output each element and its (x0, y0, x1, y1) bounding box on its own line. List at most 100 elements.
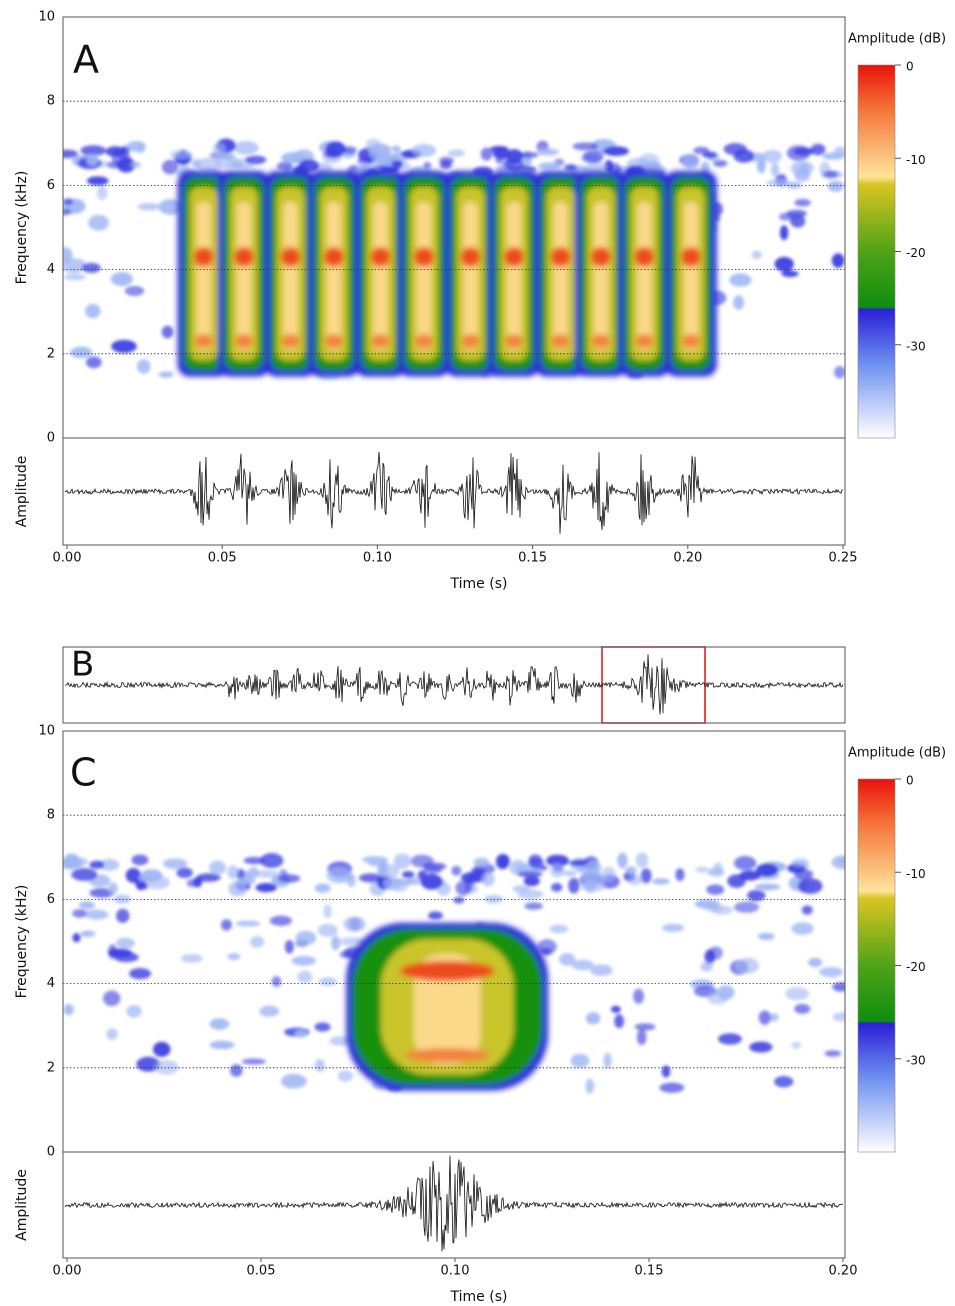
noise-blob (819, 966, 844, 978)
noise-blob (162, 858, 188, 870)
x-tick-label: 0.10 (441, 1264, 470, 1279)
noise-blob (453, 896, 465, 904)
noise-blob (524, 902, 544, 910)
y-tick-label: 10 (38, 10, 55, 25)
noise-blob (751, 250, 762, 259)
noise-blob (791, 858, 809, 868)
noise-blob (391, 145, 401, 152)
noise-blob (248, 866, 259, 879)
noise-blob (642, 161, 663, 171)
noise-blob (170, 149, 193, 160)
noise-blob (86, 176, 109, 186)
noise-blob (291, 955, 317, 966)
noise-blob (63, 1003, 74, 1016)
pulse (664, 170, 717, 377)
noise-blob (762, 149, 783, 163)
noise-blob (582, 150, 604, 163)
colorbar-tick-label: 0 (906, 774, 914, 788)
noise-blob (636, 1029, 647, 1046)
noise-blob (368, 143, 392, 156)
waveform-axis-title: Amplitude (14, 1169, 30, 1241)
noise-blob (411, 144, 437, 157)
noise-blob (768, 1013, 779, 1022)
noise-blob (822, 152, 845, 160)
noise-blob (794, 1003, 811, 1014)
panel-label: C (70, 751, 97, 795)
noise-blob (473, 857, 490, 868)
y-tick-label: 10 (38, 724, 55, 739)
pulse-light (637, 201, 652, 351)
noise-blob (153, 1059, 179, 1075)
y-tick-label: 4 (47, 976, 55, 991)
noise-blob (791, 922, 814, 935)
noise-blob (735, 957, 759, 974)
noise-blob (749, 1041, 773, 1053)
noise-blob (114, 952, 139, 963)
noise-blob (617, 852, 628, 869)
noise-blob (570, 1053, 590, 1068)
noise-blob (98, 859, 120, 871)
noise-blob (80, 145, 107, 156)
noise-blob (391, 160, 403, 168)
noise-blob (422, 862, 447, 871)
pulse-peak (280, 246, 301, 267)
noise-blob (346, 873, 356, 888)
noise-blob (568, 877, 580, 894)
noise-blob (584, 880, 597, 894)
noise-blob (810, 143, 826, 156)
noise-blob (111, 339, 137, 353)
noise-blob (106, 1028, 118, 1041)
noise-blob (196, 873, 221, 882)
noise-blob (220, 919, 232, 931)
y-tick-label: 8 (47, 808, 55, 823)
noise-blob (633, 988, 645, 1004)
pulse-peak (399, 960, 495, 981)
y-tick-label: 0 (47, 1145, 55, 1160)
noise-blob (778, 212, 794, 221)
noise-blob (314, 883, 331, 893)
pulse-peak (591, 334, 610, 349)
waveform-box (62, 1151, 846, 1259)
noise-blob (682, 153, 700, 170)
noise-blob (661, 1065, 671, 1078)
x-tick-label: 0.20 (673, 551, 702, 566)
pulse-peak (550, 246, 571, 267)
noise-blob (704, 949, 716, 964)
y-tick-label: 0 (47, 431, 55, 446)
noise-blob (63, 853, 80, 870)
panel-label: B (71, 645, 94, 685)
noise-blob (115, 908, 130, 923)
pulse (346, 922, 549, 1091)
noise-blob (590, 964, 613, 977)
noise-blob (827, 180, 844, 192)
y-tick-label: 2 (47, 1060, 55, 1075)
noise-blob (180, 953, 203, 963)
noise-blob (662, 923, 685, 932)
noise-blob (558, 952, 576, 966)
noise-blob (255, 883, 277, 893)
waveform-axis-title: Amplitude (14, 456, 30, 528)
pulse-peak (413, 246, 434, 267)
noise-blob (733, 856, 757, 871)
noise-blob (791, 1041, 802, 1049)
noise-blob (130, 161, 141, 168)
noise-blob (277, 874, 301, 883)
noise-blob (602, 866, 616, 881)
noise-blob (241, 1058, 266, 1065)
noise-blob (318, 977, 338, 986)
noise-blob (790, 160, 814, 176)
noise-blob (284, 940, 295, 954)
pulse-peak (414, 334, 433, 349)
noise-blob (131, 854, 149, 866)
pulse (618, 170, 671, 377)
noise-blob (271, 976, 282, 987)
noise-blob (326, 867, 352, 884)
noise-blob (758, 1010, 771, 1025)
noise-blob (603, 1053, 612, 1069)
noise-blob (587, 160, 608, 173)
noise-blob (126, 1005, 142, 1018)
noise-blob (152, 1041, 171, 1057)
x-tick-label: 0.15 (635, 1264, 664, 1279)
noise-blob (329, 1036, 351, 1046)
noise-blob (85, 303, 101, 319)
